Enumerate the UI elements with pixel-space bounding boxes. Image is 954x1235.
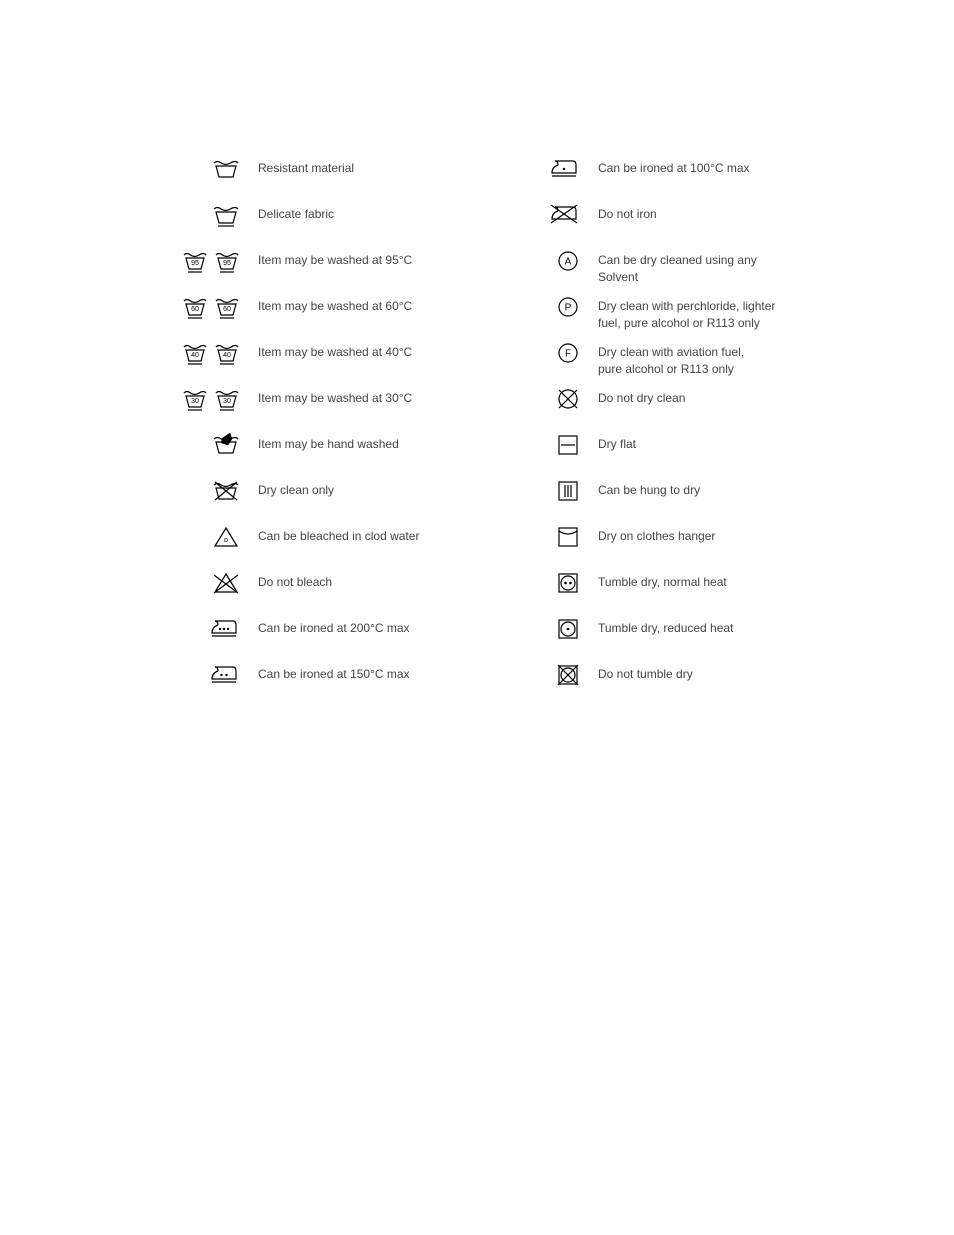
symbol-row: Delicate fabric: [160, 201, 500, 247]
svg-text:A: A: [565, 257, 572, 268]
symbol-label: Can be dry cleaned using any Solvent: [580, 247, 757, 286]
wash-95-pair-icon: 95 95: [160, 247, 240, 275]
symbol-label: Dry flat: [580, 431, 636, 453]
symbol-row: Dry flat: [500, 431, 900, 477]
symbol-label: Item may be washed at 40°C: [240, 339, 412, 361]
symbol-label: Can be ironed at 100°C max: [580, 155, 750, 177]
symbol-row: Dry on clothes hanger: [500, 523, 900, 569]
symbol-label: Delicate fabric: [240, 201, 334, 223]
symbol-row: A Can be dry cleaned using any Solvent: [500, 247, 900, 293]
symbol-table: Resistant material Delicate fabric 95 95 Ite…: [160, 155, 900, 707]
symbol-label: Do not dry clean: [580, 385, 685, 407]
dry-clean-F-icon: F: [500, 339, 580, 365]
symbol-row: 95 95 Item may be washed at 95°C: [160, 247, 500, 293]
svg-text:60: 60: [223, 306, 231, 313]
svg-text:P: P: [565, 303, 572, 314]
symbol-row: 60 60 Item may be washed at 60°C: [160, 293, 500, 339]
symbol-label: Can be ironed at 150°C max: [240, 661, 410, 683]
hanger-dry-icon: [500, 523, 580, 549]
dry-clean-no-icon: [500, 385, 580, 411]
svg-text:40: 40: [191, 352, 199, 359]
iron-1dot-icon: [500, 155, 580, 179]
symbol-label: Do not bleach: [240, 569, 332, 591]
symbol-row: Do not iron: [500, 201, 900, 247]
tumble-no-icon: [500, 661, 580, 687]
hang-dry-icon: [500, 477, 580, 503]
symbol-row: Tumble dry, normal heat: [500, 569, 900, 615]
symbol-row: Can be ironed at 150°C max: [160, 661, 500, 707]
symbol-row: Tumble dry, reduced heat: [500, 615, 900, 661]
symbol-row: Item may be hand washed: [160, 431, 500, 477]
symbol-label: Do not iron: [580, 201, 657, 223]
svg-text:95: 95: [191, 260, 199, 267]
symbol-label: Can be bleached in clod water: [240, 523, 419, 545]
symbol-label: Dry on clothes hanger: [580, 523, 715, 545]
symbol-row: ᴅ Can be bleached in clod water: [160, 523, 500, 569]
page: Resistant material Delicate fabric 95 95 Ite…: [0, 0, 954, 1235]
symbol-row: Resistant material: [160, 155, 500, 201]
wash-resistant-icon: [160, 155, 240, 183]
bleach-ok-icon: ᴅ: [160, 523, 240, 549]
iron-2dots-icon: [160, 661, 240, 685]
svg-text:F: F: [565, 349, 571, 360]
symbol-label: Item may be hand washed: [240, 431, 399, 453]
symbol-row: P Dry clean with perchloride, lighter fue…: [500, 293, 900, 339]
svg-text:60: 60: [191, 306, 199, 313]
symbol-label: Item may be washed at 30°C: [240, 385, 412, 407]
svg-text:ᴅ: ᴅ: [224, 537, 228, 544]
symbol-row: Can be hung to dry: [500, 477, 900, 523]
tumble-reduced-icon: [500, 615, 580, 641]
symbol-row: Do not bleach: [160, 569, 500, 615]
symbol-row: Can be ironed at 200°C max: [160, 615, 500, 661]
svg-text:40: 40: [223, 352, 231, 359]
svg-text:95: 95: [223, 260, 231, 267]
hand-wash-icon: [160, 431, 240, 459]
iron-3dots-icon: [160, 615, 240, 639]
bleach-no-icon: [160, 569, 240, 595]
symbol-label: Resistant material: [240, 155, 354, 177]
left-column: Resistant material Delicate fabric 95 95 Ite…: [160, 155, 500, 707]
right-column: Can be ironed at 100°C max Do not iron A Ca…: [500, 155, 900, 707]
dry-clean-P-icon: P: [500, 293, 580, 319]
iron-no-icon: [500, 201, 580, 225]
symbol-label: Can be ironed at 200°C max: [240, 615, 410, 637]
symbol-label: Dry clean with perchloride, lighter fuel…: [580, 293, 775, 332]
symbol-label: Item may be washed at 60°C: [240, 293, 412, 315]
dry-clean-only-icon: [160, 477, 240, 505]
symbol-label: Can be hung to dry: [580, 477, 700, 499]
symbol-row: Do not tumble dry: [500, 661, 900, 707]
symbol-label: Item may be washed at 95°C: [240, 247, 412, 269]
symbol-row: 30 30 Item may be washed at 30°C: [160, 385, 500, 431]
symbol-row: F Dry clean with aviation fuel, pure alco…: [500, 339, 900, 385]
symbol-row: 40 40 Item may be washed at 40°C: [160, 339, 500, 385]
symbol-label: Dry clean only: [240, 477, 334, 499]
symbol-label: Tumble dry, reduced heat: [580, 615, 733, 637]
wash-30-pair-icon: 30 30: [160, 385, 240, 413]
svg-text:30: 30: [191, 398, 199, 405]
symbol-label: Dry clean with aviation fuel, pure alcoh…: [580, 339, 744, 378]
svg-text:30: 30: [223, 398, 231, 405]
symbol-label: Do not tumble dry: [580, 661, 693, 683]
symbol-label: Tumble dry, normal heat: [580, 569, 727, 591]
symbol-row: Dry clean only: [160, 477, 500, 523]
symbol-row: Do not dry clean: [500, 385, 900, 431]
dry-flat-icon: [500, 431, 580, 457]
wash-40-pair-icon: 40 40: [160, 339, 240, 367]
tumble-normal-icon: [500, 569, 580, 595]
symbol-row: Can be ironed at 100°C max: [500, 155, 900, 201]
wash-delicate-icon: [160, 201, 240, 229]
dry-clean-A-icon: A: [500, 247, 580, 273]
wash-60-pair-icon: 60 60: [160, 293, 240, 321]
